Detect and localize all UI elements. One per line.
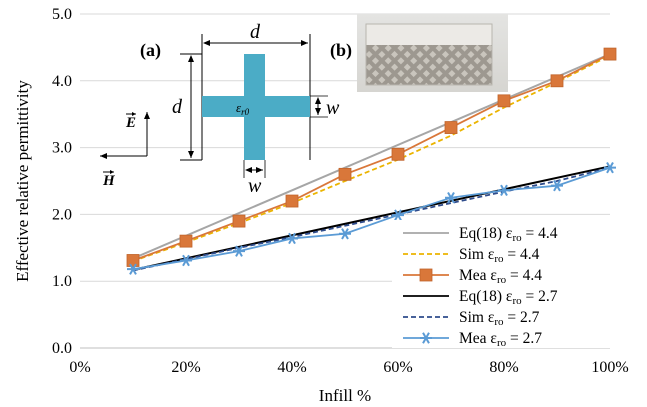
y-tick-label: 4.0 bbox=[52, 73, 72, 90]
sample-top-surface bbox=[366, 24, 492, 46]
star-marker bbox=[180, 254, 192, 267]
star-marker bbox=[604, 161, 616, 174]
y-tick-label: 5.0 bbox=[52, 6, 72, 23]
w-right-label: w bbox=[326, 97, 340, 119]
square-marker bbox=[419, 268, 433, 282]
series-line bbox=[132, 53, 611, 262]
d-horizontal-label: d bbox=[250, 21, 261, 43]
inset-a-label: (a) bbox=[140, 40, 161, 61]
inset-b-label: (b) bbox=[330, 40, 352, 61]
series-group bbox=[132, 166, 611, 272]
x-tick-label: 20% bbox=[171, 359, 200, 376]
y-axis-title: Effective relative permittivity bbox=[13, 80, 32, 282]
w-bottom-label: w bbox=[248, 175, 262, 197]
square-marker bbox=[603, 47, 617, 61]
legend-background bbox=[392, 220, 610, 348]
series-line bbox=[132, 54, 611, 263]
series-group bbox=[132, 53, 611, 260]
square-marker bbox=[391, 147, 405, 161]
y-tick-label: 0.0 bbox=[52, 340, 72, 357]
series-group bbox=[132, 54, 611, 263]
square-marker bbox=[550, 74, 564, 88]
star-marker bbox=[233, 245, 245, 257]
series-group bbox=[127, 161, 616, 275]
x-tick-label: 0% bbox=[69, 359, 90, 376]
series-line bbox=[132, 166, 611, 271]
y-tick-label: 3.0 bbox=[52, 140, 72, 157]
star-marker bbox=[420, 332, 432, 344]
h-field-label: H bbox=[102, 173, 116, 189]
legend-entry: Sim εro = 4.4 bbox=[459, 246, 540, 265]
star-marker bbox=[445, 192, 457, 204]
square-marker bbox=[444, 121, 458, 134]
legend-entry: Mea εro = 2.7 bbox=[459, 330, 542, 349]
square-marker bbox=[285, 194, 299, 208]
star-marker bbox=[339, 228, 351, 240]
y-tick-label: 1.0 bbox=[52, 273, 72, 290]
x-tick-label: 40% bbox=[277, 359, 306, 376]
x-tick-label: 100% bbox=[591, 359, 628, 376]
axes-layer: 0.0 1.0 2.0 3.0 4.0 5.0 0% 20% 40% 60% 80% 100% bbox=[52, 6, 629, 376]
square-marker bbox=[179, 234, 193, 248]
sample-lattice-side bbox=[366, 45, 492, 85]
square-marker bbox=[497, 94, 511, 108]
legend-entry: Eq(18) εro = 4.4 bbox=[459, 225, 558, 244]
legend-entry: Mea εro = 4.4 bbox=[459, 267, 542, 286]
series-layer bbox=[126, 47, 617, 275]
series-group bbox=[126, 47, 617, 267]
series-line bbox=[132, 53, 611, 260]
square-marker bbox=[232, 214, 246, 228]
star-marker bbox=[286, 232, 298, 245]
sample-photo-inset: (b) bbox=[330, 14, 508, 92]
unit-cell-inset: (a) d d w w εr0 E H bbox=[100, 21, 340, 197]
legend: Eq(18) εro = 4.4 Sim εro = 4.4 Mea εro = 4… bbox=[392, 220, 610, 349]
x-axis-title: Infill % bbox=[319, 386, 371, 405]
y-tick-label: 2.0 bbox=[52, 206, 72, 223]
square-marker bbox=[338, 167, 352, 181]
sample-outline bbox=[365, 23, 493, 86]
star-marker bbox=[127, 263, 139, 275]
series-line bbox=[132, 166, 611, 272]
epsilon-label: εr0 bbox=[236, 100, 250, 117]
d-vertical-label: d bbox=[172, 96, 183, 118]
legend-entry: Sim εro = 2.7 bbox=[459, 309, 540, 328]
star-marker bbox=[551, 179, 563, 192]
star-marker bbox=[498, 184, 510, 197]
star-marker bbox=[392, 209, 404, 221]
square-marker bbox=[126, 254, 140, 267]
x-tick-label: 60% bbox=[383, 359, 412, 376]
cross-horizontal-bar bbox=[202, 96, 310, 117]
legend-entry: Eq(18) εro = 2.7 bbox=[459, 288, 558, 307]
e-field-label: E bbox=[125, 115, 136, 131]
x-tick-label: 80% bbox=[489, 359, 518, 376]
